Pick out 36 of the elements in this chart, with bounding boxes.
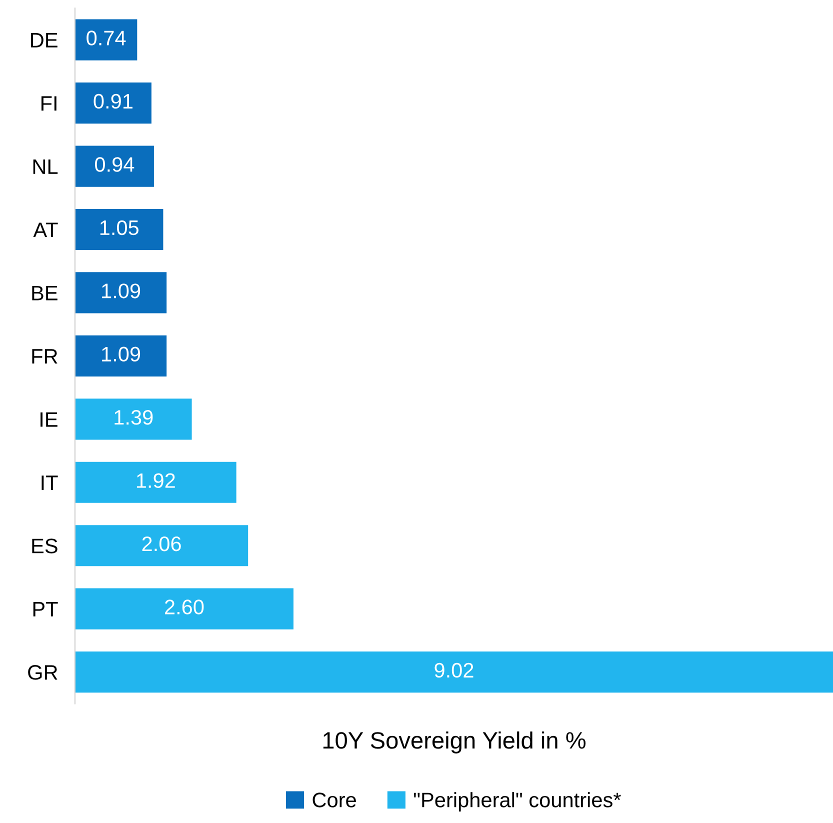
bar bbox=[74, 272, 167, 314]
bar bbox=[74, 82, 152, 124]
data-label: 0.91 bbox=[94, 94, 132, 109]
bar bbox=[74, 335, 167, 376]
data-label: 0.74 bbox=[86, 30, 126, 46]
data-label: 1.92 bbox=[136, 473, 175, 488]
y-tick-label: GR bbox=[28, 665, 58, 680]
y-tick-label: DE bbox=[31, 33, 58, 48]
bar bbox=[74, 19, 138, 60]
data-label: 2.60 bbox=[164, 600, 204, 614]
data-label: 1.05 bbox=[100, 220, 138, 236]
y-tick-label: NL bbox=[33, 160, 58, 174]
bar bbox=[74, 525, 248, 566]
y-tick-label: ES bbox=[32, 538, 58, 554]
bar bbox=[74, 398, 192, 440]
bar bbox=[74, 208, 164, 250]
y-tick-label: AT bbox=[33, 222, 58, 238]
y-tick-label: IT bbox=[42, 476, 58, 490]
y-tick-label: BE bbox=[32, 286, 58, 300]
y-tick-label: FI bbox=[42, 96, 56, 111]
x-axis-title: 10Y Sovereign Yield in % bbox=[323, 731, 586, 754]
bar bbox=[74, 146, 154, 187]
data-label: 9.02 bbox=[434, 662, 474, 678]
data-label: 1.09 bbox=[102, 346, 140, 362]
y-tick-label: PT bbox=[33, 602, 58, 616]
legend-label: Core bbox=[312, 792, 356, 808]
legend-label: "Peripheral" countries* bbox=[414, 792, 621, 812]
data-label: 0.94 bbox=[95, 157, 134, 172]
bar bbox=[74, 652, 833, 693]
bar bbox=[74, 462, 236, 503]
y-tick-label: FR bbox=[32, 349, 58, 364]
data-label: 1.09 bbox=[102, 284, 140, 298]
bar bbox=[74, 588, 294, 630]
y-tick-label: IE bbox=[40, 412, 58, 427]
data-label: 1.39 bbox=[114, 410, 153, 425]
data-label: 2.06 bbox=[142, 536, 181, 552]
